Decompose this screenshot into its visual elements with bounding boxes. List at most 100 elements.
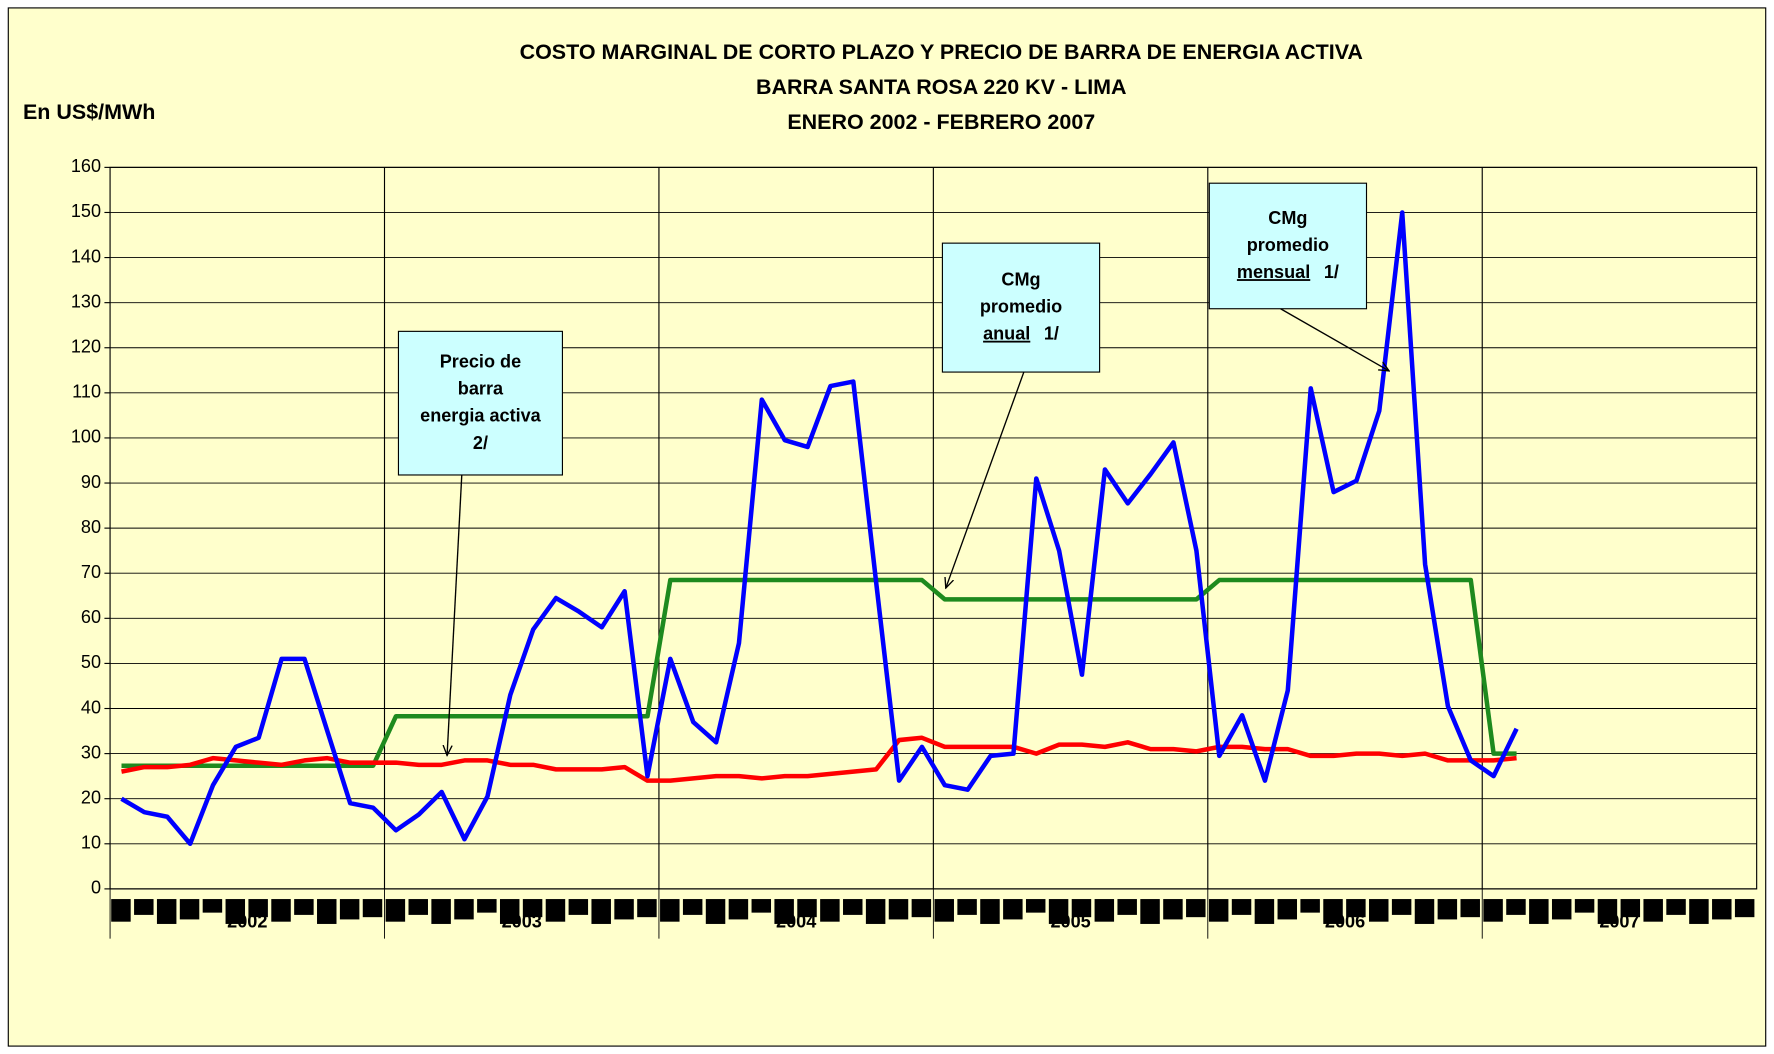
month-label-block — [705, 899, 726, 924]
month-label-block — [202, 899, 223, 913]
month-label-block — [1025, 899, 1046, 913]
month-label-block — [1003, 899, 1023, 920]
month-label-block — [179, 899, 200, 920]
month-label-block — [248, 899, 268, 918]
month-label-block — [454, 899, 474, 920]
month-label-block — [1597, 899, 1618, 924]
month-label-block — [1140, 899, 1160, 924]
month-label-block — [225, 899, 246, 924]
annotation-text-part: 1/ — [1044, 324, 1059, 344]
y-tick-label: 10 — [81, 833, 101, 853]
annotation-text-part: barra — [458, 378, 504, 398]
month-label-block — [1391, 899, 1412, 915]
annotation-text: anual 1/ — [983, 324, 1059, 344]
annotation-text: Precio de — [440, 351, 521, 371]
annotation-box — [1208, 182, 1368, 310]
month-label-block — [1117, 899, 1137, 915]
month-label-block — [797, 899, 817, 918]
y-tick-label: 40 — [81, 697, 101, 717]
annotation-text: CMg — [1268, 208, 1307, 228]
y-tick-label: 20 — [81, 787, 101, 807]
annotation-text-part: CMg — [1268, 208, 1307, 228]
y-tick-label: 0 — [91, 878, 101, 898]
annotation-text: energia activa — [420, 406, 542, 426]
annotation-text-part: 2/ — [473, 433, 488, 453]
month-label-block — [317, 899, 337, 924]
annotation-text-part: promedio — [1247, 235, 1329, 255]
y-tick-label: 130 — [71, 291, 101, 311]
month-label-block — [1369, 899, 1389, 922]
month-label-block — [1163, 899, 1183, 920]
chart-subtitle: ENERO 2002 - FEBRERO 2007 — [787, 110, 1095, 134]
month-label-block — [1551, 899, 1572, 920]
annotation-text: 2/ — [473, 433, 488, 453]
annotation-text-part: CMg — [1001, 269, 1040, 289]
month-label-block — [614, 899, 634, 920]
y-tick-label: 80 — [81, 517, 101, 537]
annotation-text-part: promedio — [980, 296, 1062, 316]
series-line — [120, 210, 1519, 847]
month-label-block — [843, 899, 863, 915]
month-label-block — [1506, 899, 1526, 915]
annotation-text: barra — [458, 378, 504, 398]
month-label-block — [431, 899, 451, 924]
y-tick-label: 50 — [81, 652, 101, 672]
month-label-block — [1712, 899, 1732, 920]
annotation-text: promedio — [1247, 235, 1329, 255]
annotation-arrow — [447, 474, 463, 755]
annotation-text-part: anual — [983, 324, 1030, 344]
month-label-block — [522, 899, 543, 918]
month-label-block — [865, 899, 886, 924]
month-label-block — [637, 899, 657, 918]
y-tick-label: 120 — [71, 337, 101, 357]
month-label-block — [111, 899, 131, 922]
month-label-block — [1254, 899, 1275, 924]
y-tick-label: 150 — [71, 201, 101, 221]
month-label-block — [1208, 899, 1229, 922]
month-label-block — [1666, 899, 1686, 915]
month-label-block — [1346, 899, 1366, 918]
month-label-block — [1689, 899, 1709, 924]
annotation-text: CMg — [1001, 269, 1040, 289]
month-label-block — [271, 899, 291, 922]
annotation-text: promedio — [980, 296, 1062, 316]
month-label-block — [1460, 899, 1480, 918]
month-label-block — [339, 899, 360, 920]
month-label-block — [294, 899, 314, 915]
month-label-block — [1300, 899, 1320, 913]
month-label-block — [477, 899, 497, 913]
chart-subtitle: BARRA SANTA ROSA 220 KV - LIMA — [756, 75, 1127, 99]
month-label-block — [888, 899, 909, 920]
annotation-box — [397, 330, 563, 476]
month-label-block — [980, 899, 1000, 924]
month-label-block — [568, 899, 589, 915]
month-label-block — [499, 899, 520, 924]
annotation-text-part: 1/ — [1324, 262, 1339, 282]
month-label-block — [934, 899, 954, 922]
month-label-block — [1483, 899, 1503, 922]
month-label-block — [362, 899, 383, 918]
month-label-block — [911, 899, 932, 918]
y-tick-label: 160 — [71, 156, 101, 176]
chart-title: COSTO MARGINAL DE CORTO PLAZO Y PRECIO D… — [520, 40, 1363, 64]
annotation-text-part: mensual — [1237, 262, 1310, 282]
month-label-block — [1643, 899, 1663, 922]
month-label-block — [660, 899, 680, 922]
annotation-arrow — [946, 371, 1025, 588]
annotation-text: mensual 1/ — [1237, 262, 1339, 282]
series-line — [121, 577, 1517, 768]
annotation-text-part: energia activa — [420, 406, 542, 426]
y-tick-label: 70 — [81, 562, 101, 582]
month-label-block — [408, 899, 428, 915]
month-label-block — [156, 899, 177, 924]
month-label-block — [591, 899, 611, 924]
annotation-box — [941, 242, 1101, 373]
month-label-block — [385, 899, 406, 922]
month-label-block — [1620, 899, 1641, 918]
annotation-arrow — [1280, 308, 1390, 371]
y-tick-label: 110 — [72, 382, 101, 402]
y-tick-label: 100 — [71, 427, 101, 447]
month-label-block — [1231, 899, 1252, 915]
